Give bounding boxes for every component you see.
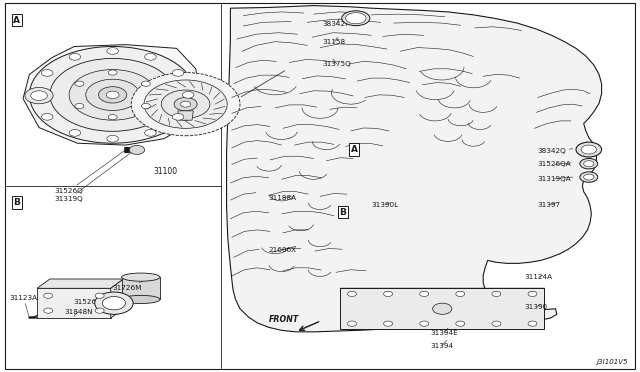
Circle shape <box>108 115 117 120</box>
Text: 31319QA: 31319QA <box>538 176 573 182</box>
Circle shape <box>42 113 53 120</box>
Text: B: B <box>339 208 346 217</box>
Circle shape <box>172 113 184 120</box>
Circle shape <box>383 291 392 296</box>
Text: A: A <box>13 16 20 25</box>
Circle shape <box>141 81 150 86</box>
Circle shape <box>174 97 197 111</box>
Polygon shape <box>111 279 124 318</box>
Text: 31390L: 31390L <box>371 202 398 208</box>
Circle shape <box>69 54 81 60</box>
Circle shape <box>180 115 191 121</box>
Circle shape <box>44 293 52 298</box>
Circle shape <box>95 292 133 314</box>
Text: 31100: 31100 <box>153 167 177 176</box>
Circle shape <box>420 291 429 296</box>
Text: 38342P: 38342P <box>323 19 350 27</box>
Text: 31848N: 31848N <box>64 309 93 316</box>
Circle shape <box>581 145 596 154</box>
Circle shape <box>420 321 429 326</box>
Circle shape <box>99 87 127 103</box>
Circle shape <box>145 129 156 136</box>
Circle shape <box>42 70 53 76</box>
Circle shape <box>580 172 598 182</box>
Circle shape <box>145 54 156 60</box>
Text: 31394E: 31394E <box>430 328 458 336</box>
Bar <box>340 288 544 329</box>
Circle shape <box>50 58 175 131</box>
Circle shape <box>29 46 196 143</box>
Circle shape <box>492 291 501 296</box>
Text: 31526QA: 31526QA <box>538 161 572 167</box>
Circle shape <box>141 103 150 109</box>
Text: 31124A: 31124A <box>525 274 553 280</box>
Text: 38342Q: 38342Q <box>538 148 573 154</box>
Circle shape <box>75 103 84 109</box>
Circle shape <box>456 291 465 296</box>
Bar <box>122 277 160 299</box>
Circle shape <box>576 142 602 157</box>
Ellipse shape <box>122 295 160 304</box>
Polygon shape <box>178 111 193 120</box>
Circle shape <box>580 158 598 169</box>
Circle shape <box>31 91 47 100</box>
Polygon shape <box>227 6 602 332</box>
Circle shape <box>161 90 210 118</box>
Circle shape <box>69 70 156 120</box>
Text: 31123A: 31123A <box>10 295 38 316</box>
Circle shape <box>107 48 118 54</box>
Text: 31158: 31158 <box>323 37 346 45</box>
Ellipse shape <box>122 273 160 281</box>
Circle shape <box>433 303 452 314</box>
Circle shape <box>108 70 117 75</box>
Text: 31394: 31394 <box>430 340 453 349</box>
Polygon shape <box>37 279 124 288</box>
Circle shape <box>102 296 125 310</box>
Circle shape <box>129 145 145 154</box>
Circle shape <box>492 321 501 326</box>
Ellipse shape <box>342 11 370 26</box>
Circle shape <box>75 81 84 86</box>
Text: 31397: 31397 <box>538 202 561 208</box>
Text: 31319Q: 31319Q <box>54 151 133 202</box>
Text: 31526GC: 31526GC <box>74 299 120 305</box>
Circle shape <box>131 73 240 136</box>
Circle shape <box>31 92 43 98</box>
Circle shape <box>348 321 356 326</box>
Circle shape <box>144 80 227 128</box>
Text: 31390: 31390 <box>525 304 548 310</box>
Circle shape <box>69 129 81 136</box>
Ellipse shape <box>346 13 366 24</box>
Text: 21606X: 21606X <box>269 246 297 253</box>
Circle shape <box>528 321 537 326</box>
Text: 31375Q: 31375Q <box>323 59 351 67</box>
Circle shape <box>456 321 465 326</box>
Text: B: B <box>13 198 20 207</box>
Text: J3I101V5: J3I101V5 <box>596 359 627 365</box>
Circle shape <box>180 101 191 107</box>
Circle shape <box>172 70 184 76</box>
Text: 31188A: 31188A <box>269 195 297 201</box>
Text: FRONT: FRONT <box>269 315 300 324</box>
Text: 31526Q: 31526Q <box>54 148 129 194</box>
Polygon shape <box>23 45 199 145</box>
Circle shape <box>95 308 104 313</box>
Text: A: A <box>351 145 358 154</box>
Polygon shape <box>37 288 111 318</box>
Circle shape <box>528 291 537 296</box>
Circle shape <box>182 92 194 98</box>
Circle shape <box>25 87 53 104</box>
Circle shape <box>383 321 392 326</box>
Circle shape <box>584 174 594 180</box>
Circle shape <box>107 135 118 142</box>
Circle shape <box>106 91 119 99</box>
Circle shape <box>95 293 104 298</box>
Circle shape <box>348 291 356 296</box>
Circle shape <box>44 308 52 313</box>
Circle shape <box>86 79 140 110</box>
Circle shape <box>584 161 594 167</box>
Text: 31726M: 31726M <box>112 279 147 291</box>
